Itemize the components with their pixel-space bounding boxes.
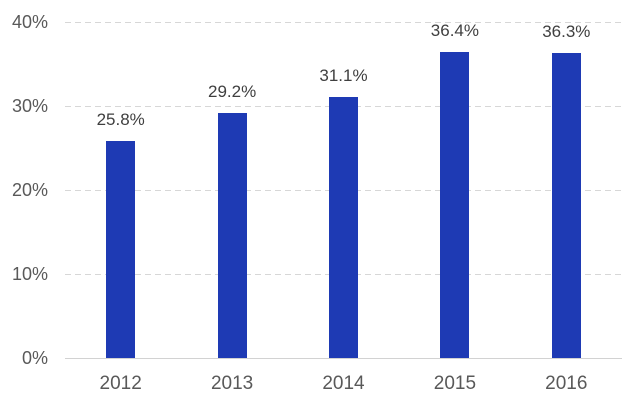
gridline-40 [65, 21, 622, 23]
bar-value-label-2012: 25.8% [96, 110, 145, 130]
bar-2014 [329, 96, 358, 358]
y-axis-tick-label-0: 0% [21, 348, 48, 368]
x-axis-category-label-2013: 2013 [210, 373, 254, 394]
x-axis-category-label-2012: 2012 [99, 373, 142, 394]
x-axis-line [65, 358, 622, 359]
y-axis-tick-label-20: 20% [11, 180, 48, 200]
y-axis-tick-label-10: 10% [11, 264, 48, 284]
y-axis-tick-label-40: 40% [11, 12, 48, 32]
bar-2012 [106, 141, 136, 358]
x-axis-category-label-2015: 2015 [433, 373, 477, 394]
x-axis-category-label-2014: 2014 [322, 373, 365, 394]
x-axis-category-label-2016: 2016 [545, 373, 588, 394]
bar-2013 [217, 112, 247, 358]
bar-2016 [551, 53, 581, 358]
bar-value-label-2014: 31.1% [319, 65, 368, 85]
bar-value-label-2015: 36.4% [430, 21, 479, 41]
plot-area: 25.8% 2012 29.2% 2013 31.1% 2014 36.4% 2015 36.3… [65, 0, 622, 413]
bar-2015 [440, 52, 470, 358]
y-axis-tick-label-30: 30% [11, 96, 48, 116]
bar-value-label-2013: 29.2% [207, 81, 257, 101]
bar-value-label-2016: 36.3% [542, 22, 591, 42]
